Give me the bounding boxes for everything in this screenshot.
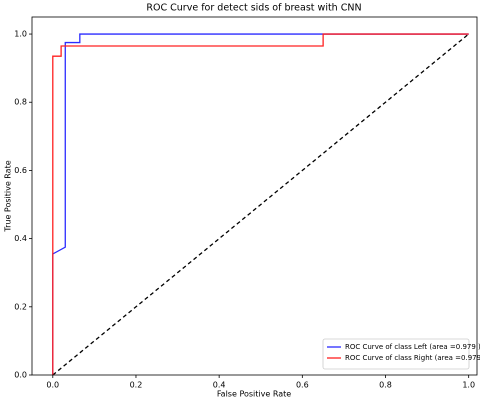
y-tick-label: 0.2: [14, 302, 27, 311]
y-tick-label: 0.4: [14, 234, 27, 243]
x-tick-label: 0.8: [379, 381, 392, 390]
reference-line: [52, 33, 470, 376]
y-tick-label: 0.0: [14, 371, 27, 380]
y-tick-label: 0.8: [14, 98, 27, 107]
legend-label: ROC Curve of class Left (area =0.979 ): [345, 343, 480, 351]
legend-label: ROC Curve of class Right (area =0.979 ): [345, 354, 480, 362]
roc-curve: [52, 33, 469, 375]
plot-frame: [31, 16, 478, 376]
x-tick-label: 0.2: [130, 381, 143, 390]
x-tick-label: 1.0: [462, 381, 475, 390]
chart-title: ROC Curve for detect sids of breast with…: [146, 3, 361, 14]
legend: ROC Curve of class Left (area =0.979 ) RO…: [322, 338, 480, 370]
y-axis-label: True Positive Rate: [4, 160, 13, 232]
x-tick-label: 0.4: [213, 381, 226, 390]
legend-box: [322, 338, 470, 370]
y-tick-label: 1.0: [14, 30, 27, 39]
x-axis-label: False Positive Rate: [217, 390, 291, 399]
x-tick-label: 0.6: [296, 381, 309, 390]
y-tick-label: 0.6: [14, 166, 27, 175]
x-tick-label: 0.0: [46, 381, 59, 390]
